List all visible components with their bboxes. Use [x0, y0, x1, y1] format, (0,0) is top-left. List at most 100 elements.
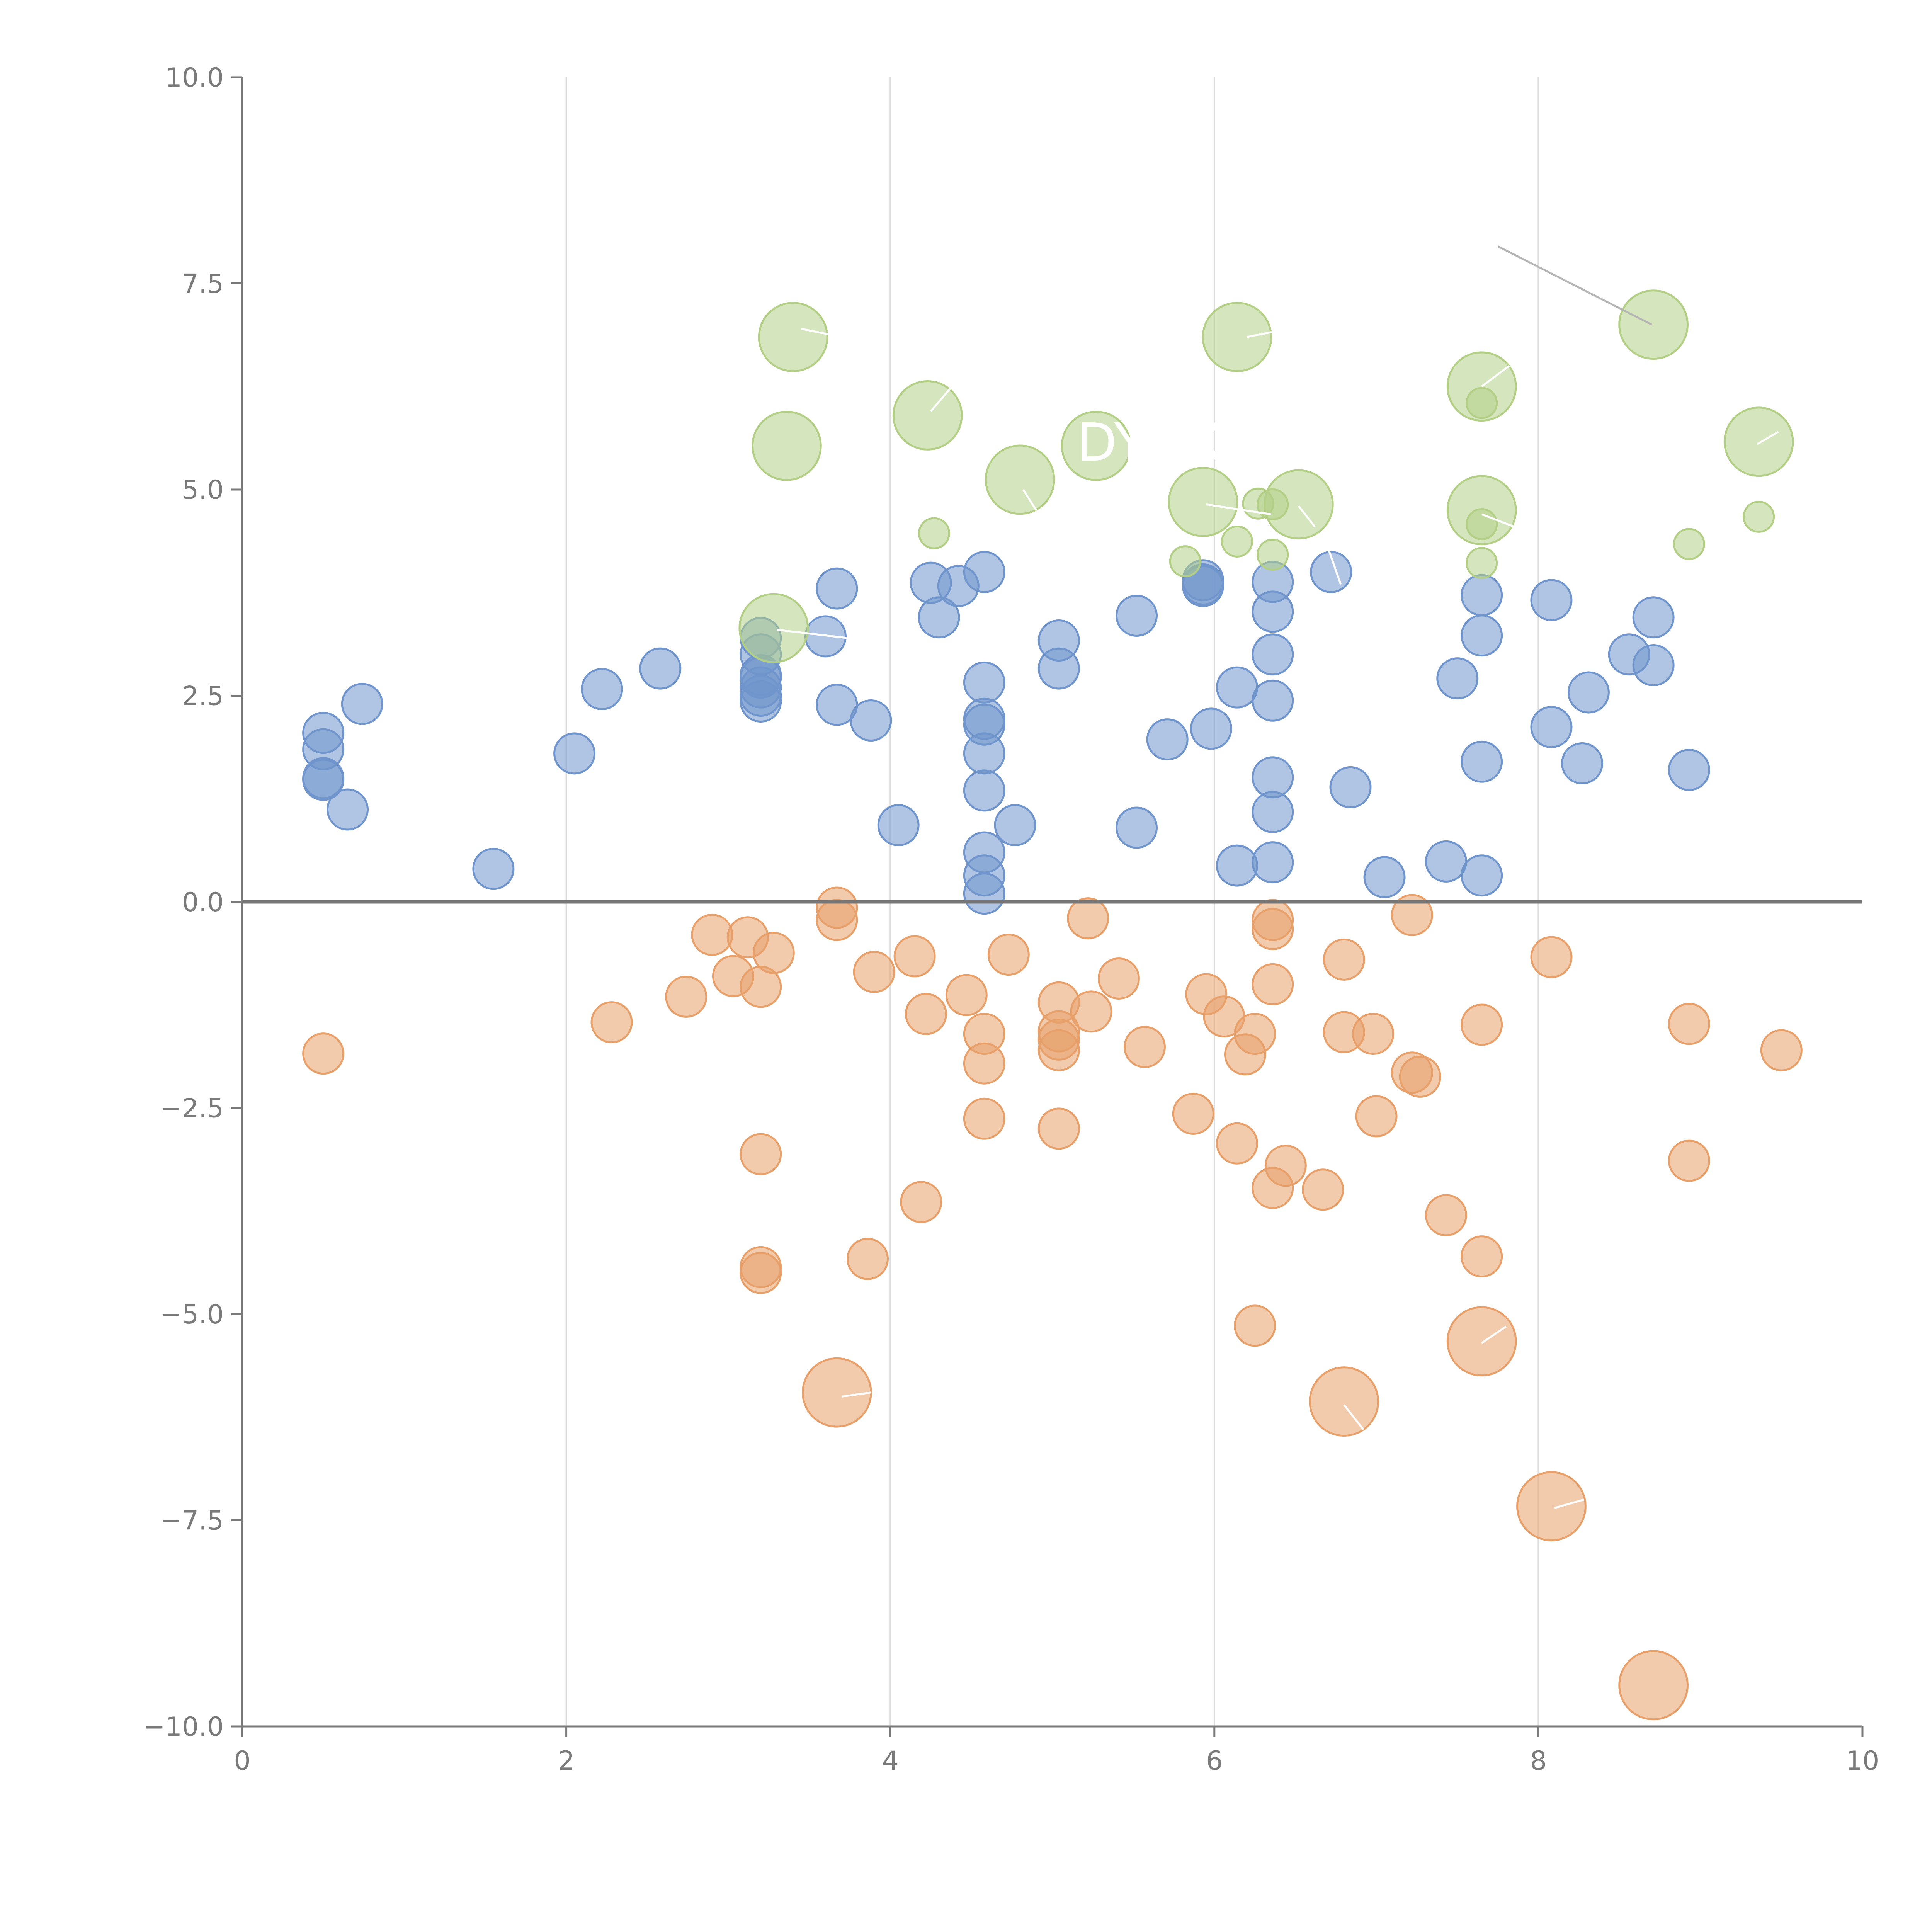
data-point — [341, 683, 383, 725]
data-point — [1461, 1003, 1503, 1046]
data-point — [1446, 1306, 1517, 1377]
data-point — [1355, 1095, 1398, 1138]
data-point — [553, 732, 596, 775]
data-point — [1168, 467, 1238, 537]
data-point — [1264, 1145, 1307, 1187]
data-point — [1252, 908, 1294, 950]
data-point — [801, 1357, 872, 1428]
x-tick-label: 10 — [1846, 1746, 1879, 1776]
data-point — [1461, 740, 1503, 783]
leader-line — [1481, 365, 1510, 388]
y-tick-label: −2.5 — [160, 1094, 224, 1124]
annotation-label: DYDX — [1077, 412, 1223, 473]
y-tick-label: −5.0 — [160, 1299, 224, 1330]
data-point — [1116, 806, 1158, 849]
annotations: DYDX M — [1077, 412, 1731, 506]
data-point — [1632, 596, 1675, 639]
data-point — [963, 769, 1005, 812]
data-point — [1216, 666, 1259, 709]
data-point — [1668, 1003, 1710, 1045]
data-point — [327, 788, 369, 831]
data-point — [1668, 749, 1710, 791]
data-point — [1461, 854, 1503, 897]
x-tick-label: 4 — [882, 1746, 899, 1776]
data-point — [945, 974, 988, 1016]
data-point — [1097, 957, 1140, 1000]
data-point — [1461, 1235, 1503, 1278]
data-point — [1673, 528, 1705, 560]
y-tick-label: −7.5 — [160, 1506, 224, 1536]
leader-line — [930, 386, 953, 412]
data-point — [1461, 574, 1503, 616]
y-tick-label: 5.0 — [182, 475, 224, 505]
data-point — [1169, 545, 1201, 578]
data-point — [1760, 1029, 1803, 1071]
data-point — [963, 732, 1005, 775]
data-point — [1530, 579, 1573, 621]
data-point — [1302, 1168, 1344, 1211]
series-positive — [302, 551, 1710, 915]
data-point — [302, 1032, 345, 1075]
leader-line — [1497, 245, 1653, 326]
data-point — [1516, 1471, 1587, 1542]
data-point — [1070, 990, 1112, 1033]
data-point — [850, 699, 892, 742]
data-point — [1668, 1139, 1710, 1182]
annotation-leader-lines — [777, 245, 1779, 1509]
data-point — [740, 680, 782, 723]
data-point — [1257, 488, 1289, 520]
data-point — [1323, 938, 1365, 981]
data-point — [900, 1181, 942, 1223]
leader-line — [1757, 431, 1779, 445]
data-point — [918, 517, 950, 549]
data-point — [1329, 766, 1372, 808]
data-point — [1461, 614, 1503, 657]
leader-line — [1022, 489, 1037, 511]
data-point — [1252, 679, 1294, 722]
data-point — [691, 913, 733, 956]
data-point — [1252, 590, 1294, 633]
data-point — [892, 380, 963, 451]
data-point — [1399, 1055, 1441, 1098]
data-point — [1252, 963, 1294, 1005]
data-point — [1309, 1366, 1379, 1437]
data-point — [893, 935, 936, 978]
y-tick-label: 2.5 — [182, 681, 224, 712]
y-tick-label: 7.5 — [182, 269, 224, 299]
leader-line — [1481, 513, 1515, 528]
data-point — [1723, 406, 1794, 477]
leader-line — [1298, 505, 1316, 527]
y-axis-ticks: −10.0 −7.5 −5.0 −2.5 0.0 2.5 5.0 7.5 10.0 — [143, 63, 242, 1742]
data-point — [1234, 1304, 1276, 1347]
y-tick-label: −10.0 — [143, 1712, 224, 1742]
data-point — [1061, 410, 1131, 481]
series-negative — [302, 886, 1803, 1347]
data-point — [472, 848, 515, 890]
data-point — [1363, 856, 1406, 898]
data-point — [1067, 897, 1109, 940]
data-point — [1632, 644, 1675, 687]
x-axis-ticks: 0 2 4 6 8 10 — [234, 1726, 1879, 1776]
leader-line — [1481, 1325, 1507, 1344]
data-point — [877, 804, 920, 847]
data-point — [1425, 1194, 1467, 1236]
data-point — [590, 1001, 633, 1044]
data-point — [918, 596, 960, 639]
data-point — [1530, 706, 1573, 748]
data-point — [1352, 1012, 1395, 1055]
data-point — [1190, 707, 1232, 750]
leader-line — [1206, 503, 1271, 515]
data-point — [1146, 718, 1189, 761]
data-point — [963, 872, 1005, 915]
data-point — [1252, 633, 1294, 676]
data-point — [963, 661, 1005, 704]
y-tick-label: 10.0 — [165, 63, 224, 93]
data-point — [1252, 791, 1294, 833]
data-point — [1124, 1026, 1166, 1068]
data-point — [1202, 302, 1272, 372]
data-point — [1037, 1029, 1080, 1071]
series-negative-large — [801, 1306, 1689, 1721]
series-positive-small — [918, 387, 1775, 579]
data-points — [302, 289, 1803, 1721]
